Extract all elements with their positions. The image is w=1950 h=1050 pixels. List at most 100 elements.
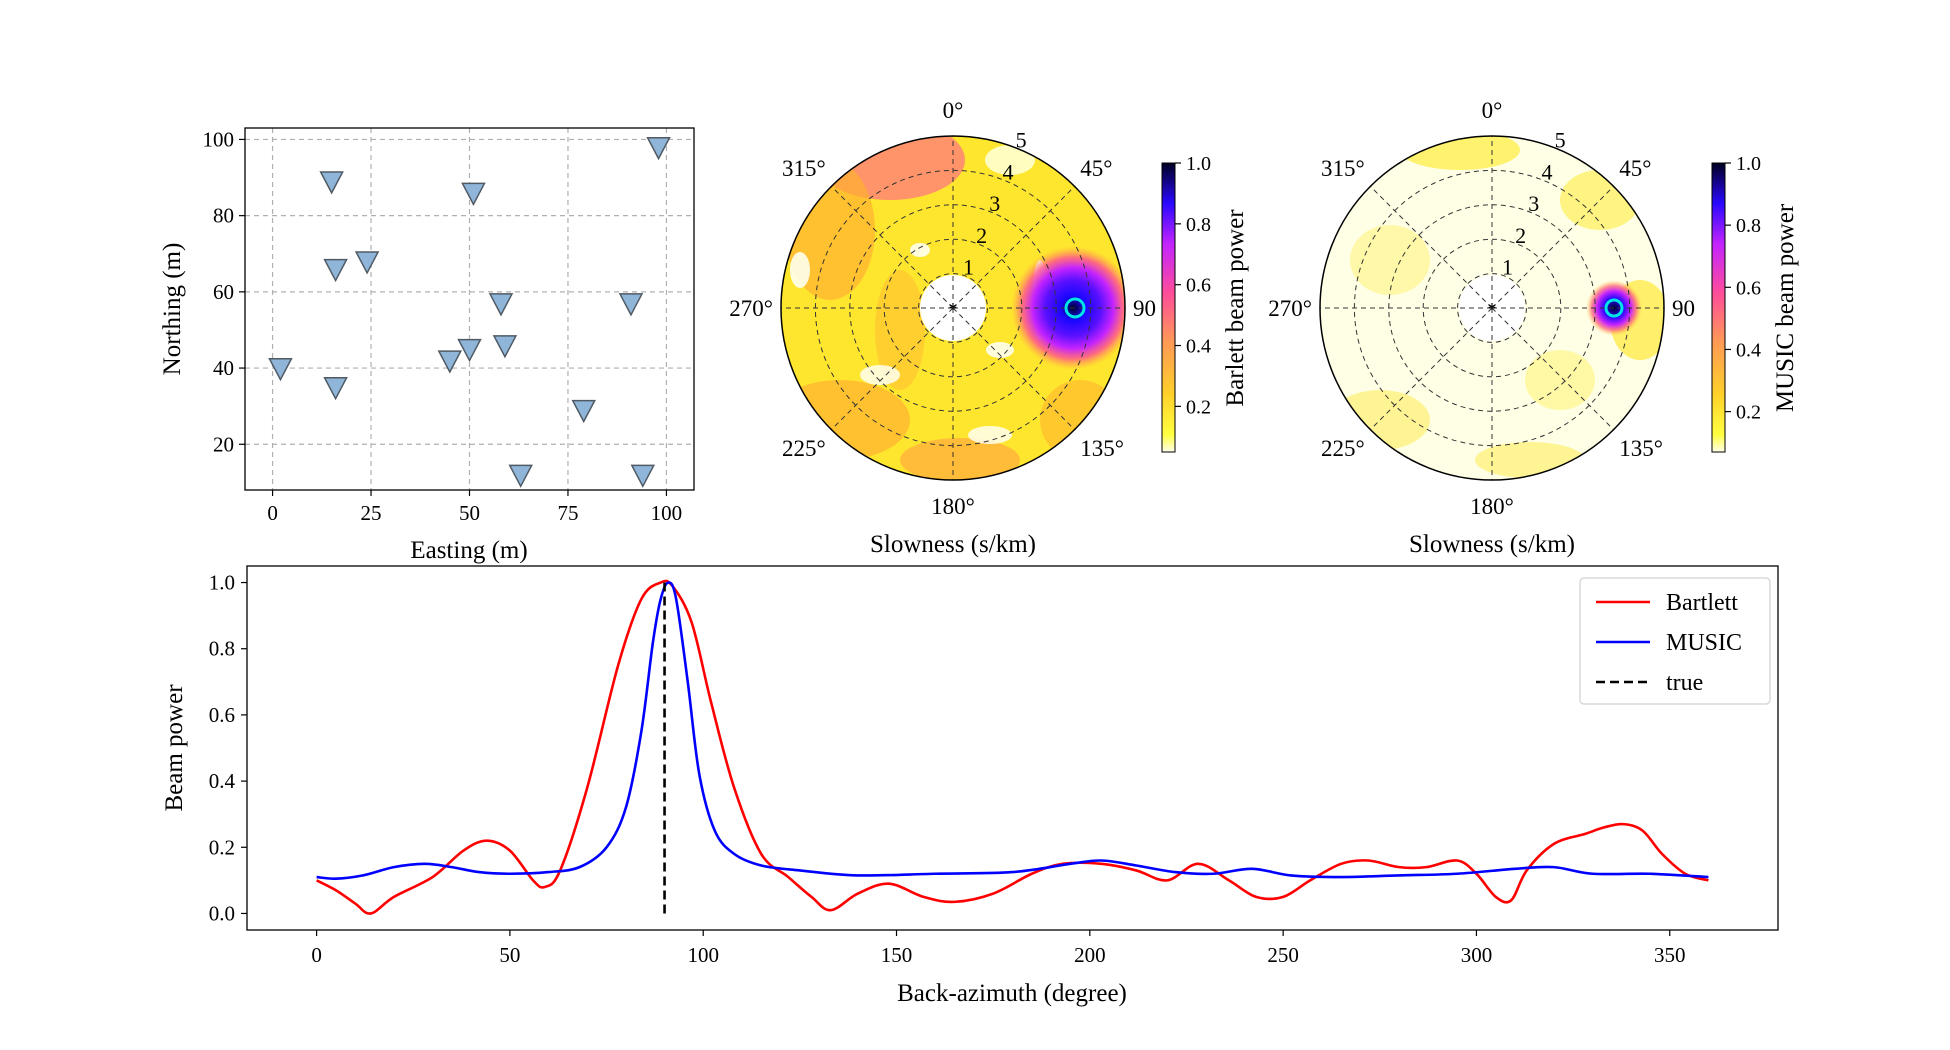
colorbar-tick-label: 0.8 bbox=[1736, 215, 1761, 237]
polar-azimuth-label: 0° bbox=[1482, 98, 1503, 123]
polar-radial-label: 4 bbox=[1002, 159, 1013, 184]
polar-azimuth-label: 135° bbox=[1080, 436, 1124, 461]
polar-azimuth-label: 90 bbox=[1133, 296, 1156, 321]
polar-azimuth-label: 225° bbox=[782, 436, 826, 461]
polar-azimuth-label: 180° bbox=[1470, 494, 1514, 519]
line-xtick-label: 100 bbox=[687, 943, 719, 967]
station-markers bbox=[268, 136, 671, 488]
colorbar-tick-label: 0.4 bbox=[1736, 339, 1761, 361]
line-xtick-label: 200 bbox=[1074, 943, 1106, 967]
bartlett-colorbar bbox=[1161, 162, 1176, 453]
music-colorbar-ticks: 0.2 0.4 0.6 0.8 1.0 bbox=[1725, 153, 1761, 424]
map-ytick-label: 20 bbox=[213, 432, 234, 456]
music-polar-grid: * bbox=[1320, 136, 1664, 480]
colorbar-tick-label: 0.6 bbox=[1736, 277, 1761, 299]
polar-azimuth-label: 270° bbox=[729, 296, 773, 321]
polar-radial-label: 4 bbox=[1541, 159, 1552, 184]
station-marker bbox=[508, 464, 533, 488]
polar-radial-label: 2 bbox=[976, 223, 987, 248]
colorbar-tick-label: 0.6 bbox=[1186, 275, 1211, 297]
polar-azimuth-label: 45° bbox=[1619, 156, 1651, 181]
station-map: 0 25 50 75 100 20 40 60 80 100 Easting (m) Northi… bbox=[159, 127, 695, 564]
music-polar-frame bbox=[1319, 135, 1665, 481]
map-xtick-label: 75 bbox=[557, 501, 578, 525]
line-ytick-label: 0.8 bbox=[209, 637, 235, 661]
line-ytick-label: 0.6 bbox=[209, 703, 235, 727]
polar-spoke bbox=[831, 186, 954, 309]
line-xtick-label: 0 bbox=[311, 943, 322, 967]
station-marker bbox=[492, 335, 518, 359]
colorbar-tick-label: 0.4 bbox=[1186, 336, 1211, 358]
map-ytick-label: 60 bbox=[213, 280, 234, 304]
polar-azimuth-label: 45° bbox=[1080, 156, 1112, 181]
station-marker bbox=[646, 136, 671, 161]
polar-spoke bbox=[952, 307, 1075, 430]
line-ticks: 0 50 100 150 200 250 300 350 0.0 0.2 0.4 0.6 0.8 1.0 bbox=[209, 571, 1686, 967]
map-ticks: 0 25 50 75 100 20 40 60 80 100 bbox=[203, 127, 683, 525]
bartlett-polar-frame bbox=[780, 135, 1126, 481]
map-xtick-label: 25 bbox=[361, 501, 382, 525]
polar-radial-label: 1 bbox=[963, 255, 974, 280]
map-ylabel: Northing (m) bbox=[159, 243, 186, 376]
line-frame bbox=[246, 565, 1779, 931]
station-marker bbox=[319, 171, 344, 195]
station-marker bbox=[354, 251, 380, 275]
bartlett-colorbar-label: Barlett beam power bbox=[1222, 209, 1249, 407]
bartlett-colorbar-ticks: 0.2 0.4 0.6 0.8 1.0 bbox=[1175, 153, 1211, 418]
station-marker bbox=[618, 293, 644, 317]
colorbar-tick-label: 1.0 bbox=[1186, 153, 1211, 175]
station-marker bbox=[571, 399, 596, 424]
polar-azimuth-label: 315° bbox=[782, 156, 826, 181]
line-xtick-label: 300 bbox=[1461, 943, 1493, 967]
beam-power-line-plot: 0 50 100 150 200 250 300 3500.00.20.40.60.81.0 … bbox=[161, 565, 1779, 1007]
polar-ring bbox=[1457, 273, 1527, 343]
polar-spoke bbox=[1370, 307, 1493, 430]
polar-radial-label: 2 bbox=[1515, 223, 1526, 248]
beam-power-series bbox=[315, 579, 1709, 915]
polar-azimuth-label: 90 bbox=[1672, 296, 1695, 321]
polar-azimuth-label: 315° bbox=[1321, 156, 1365, 181]
station-marker bbox=[457, 338, 482, 363]
legend-label-music: MUSIC bbox=[1666, 630, 1742, 656]
polar-azimuth-label: 225° bbox=[1321, 436, 1365, 461]
polar-ring bbox=[883, 238, 1023, 378]
bartlett-polar-grid: * bbox=[781, 136, 1125, 480]
series-bartlett-line bbox=[315, 579, 1709, 915]
map-xtick-label: 50 bbox=[459, 501, 480, 525]
station-marker bbox=[437, 350, 463, 374]
polar-spoke bbox=[1491, 307, 1614, 430]
polar-spoke bbox=[952, 186, 1075, 309]
music-xlabel: Slowness (s/km) bbox=[1409, 531, 1575, 558]
polar-radial-label: 1 bbox=[1502, 255, 1513, 280]
line-ytick-label: 1.0 bbox=[209, 571, 235, 595]
station-marker bbox=[268, 357, 293, 382]
series-music-line bbox=[316, 581, 1709, 881]
polar-azimuth-label: 180° bbox=[931, 494, 975, 519]
map-ytick-label: 80 bbox=[213, 204, 234, 228]
colorbar-tick-label: 0.8 bbox=[1186, 214, 1211, 236]
map-xtick-label: 100 bbox=[651, 501, 683, 525]
station-marker bbox=[461, 182, 486, 206]
station-marker bbox=[323, 258, 348, 283]
map-xlabel: Easting (m) bbox=[410, 537, 527, 564]
polar-azimuth-label: 135° bbox=[1619, 436, 1663, 461]
polar-azimuth-label: 270° bbox=[1268, 296, 1312, 321]
colorbar-tick-label: 0.2 bbox=[1736, 402, 1761, 424]
polar-spoke bbox=[1370, 186, 1493, 309]
line-xtick-label: 350 bbox=[1654, 943, 1686, 967]
station-marker bbox=[630, 464, 656, 488]
line-ytick-label: 0.0 bbox=[209, 901, 235, 925]
map-ytick-label: 100 bbox=[203, 127, 235, 151]
line-xlabel: Back-azimuth (degree) bbox=[897, 980, 1127, 1007]
colorbar-tick-label: 1.0 bbox=[1736, 153, 1761, 175]
legend-label-bartlett: Bartlett bbox=[1666, 590, 1738, 616]
polar-radial-label: 3 bbox=[1528, 191, 1539, 216]
polar-spoke bbox=[831, 307, 954, 430]
line-xtick-label: 250 bbox=[1267, 943, 1299, 967]
polar-spoke bbox=[1491, 186, 1614, 309]
